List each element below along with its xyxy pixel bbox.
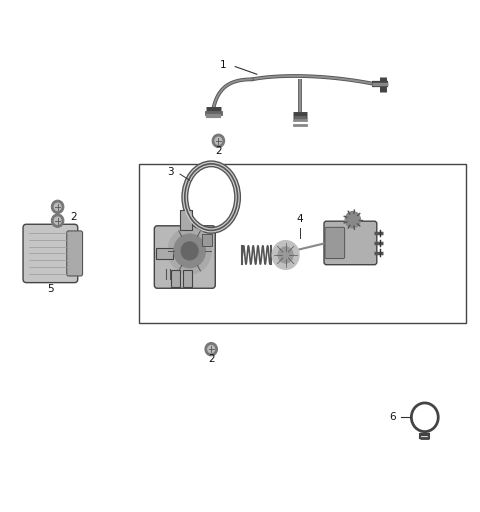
Circle shape xyxy=(208,346,215,353)
FancyBboxPatch shape xyxy=(155,226,215,288)
Circle shape xyxy=(54,217,61,224)
Text: 2: 2 xyxy=(208,354,215,365)
FancyBboxPatch shape xyxy=(67,231,83,276)
Bar xyxy=(202,234,212,246)
FancyBboxPatch shape xyxy=(324,221,377,265)
Circle shape xyxy=(212,134,225,147)
Bar xyxy=(156,248,173,259)
FancyBboxPatch shape xyxy=(23,224,78,283)
Circle shape xyxy=(272,241,299,269)
Circle shape xyxy=(168,228,211,274)
Text: 4: 4 xyxy=(297,214,303,224)
Text: 5: 5 xyxy=(47,284,54,294)
Bar xyxy=(171,270,180,287)
Text: 1: 1 xyxy=(220,60,227,70)
Circle shape xyxy=(278,247,293,263)
Text: 3: 3 xyxy=(167,166,174,177)
FancyBboxPatch shape xyxy=(325,227,345,259)
Circle shape xyxy=(205,343,217,356)
Circle shape xyxy=(51,214,64,227)
Bar xyxy=(180,210,192,230)
Circle shape xyxy=(174,234,205,268)
Bar xyxy=(139,164,466,323)
Circle shape xyxy=(345,211,360,228)
Text: 6: 6 xyxy=(389,412,396,422)
Text: 2: 2 xyxy=(215,145,222,156)
Circle shape xyxy=(215,137,222,144)
Circle shape xyxy=(181,242,198,260)
Bar xyxy=(183,270,192,287)
Circle shape xyxy=(51,200,64,214)
Text: 2: 2 xyxy=(71,212,77,222)
Circle shape xyxy=(54,203,61,210)
